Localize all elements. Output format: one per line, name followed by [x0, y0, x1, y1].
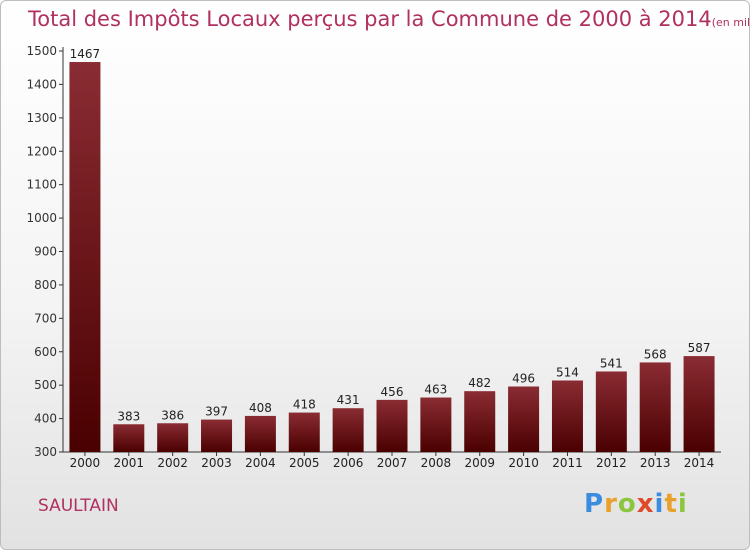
- x-tick-label: 2014: [684, 456, 715, 470]
- data-label: 514: [556, 365, 579, 379]
- x-tick-label: 2010: [508, 456, 539, 470]
- data-label: 456: [381, 385, 404, 399]
- y-tick-label: 300: [34, 445, 57, 459]
- data-label: 408: [249, 401, 272, 415]
- x-tick-label: 2012: [596, 456, 627, 470]
- y-tick-label: 1500: [26, 44, 57, 58]
- data-label: 1467: [70, 47, 101, 61]
- x-tick-label: 2011: [552, 456, 583, 470]
- bar: [683, 356, 715, 452]
- chart-title-text: Total des Impôts Locaux perçus par la Co…: [28, 7, 712, 31]
- data-label: 482: [468, 376, 491, 390]
- y-tick-label: 1000: [26, 211, 57, 225]
- x-tick-label: 2001: [114, 456, 145, 470]
- bar: [244, 415, 276, 452]
- x-tick-label: 2006: [333, 456, 364, 470]
- y-tick-label: 800: [34, 278, 57, 292]
- bar: [69, 62, 101, 453]
- data-label: 568: [644, 347, 667, 361]
- data-label: 496: [512, 372, 535, 386]
- data-label: 397: [205, 405, 228, 419]
- y-tick-label: 1300: [26, 111, 57, 125]
- bar: [464, 391, 496, 452]
- x-tick-label: 2013: [640, 456, 671, 470]
- data-label: 587: [688, 341, 711, 355]
- bar: [639, 362, 671, 452]
- x-tick-label: 2004: [245, 456, 276, 470]
- bar: [595, 371, 627, 452]
- chart-title: Total des Impôts Locaux perçus par la Co…: [28, 7, 750, 31]
- y-tick-label: 400: [34, 412, 57, 426]
- y-tick-label: 600: [34, 345, 57, 359]
- x-tick-label: 2008: [421, 456, 452, 470]
- bar: [551, 380, 583, 452]
- bar: [201, 419, 233, 452]
- x-tick-label: 2003: [201, 456, 232, 470]
- data-label: 431: [337, 393, 360, 407]
- x-tick-label: 2002: [157, 456, 188, 470]
- y-tick-label: 500: [34, 378, 57, 392]
- x-tick-label: 2000: [70, 456, 101, 470]
- bar: [157, 423, 189, 452]
- data-label: 383: [117, 409, 140, 423]
- x-tick-label: 2005: [289, 456, 320, 470]
- data-label: 418: [293, 398, 316, 412]
- commune-name: SAULTAIN: [38, 496, 119, 516]
- bar: [332, 408, 364, 452]
- chart-bars: [69, 62, 715, 453]
- x-tick-label: 2009: [464, 456, 495, 470]
- data-label: 541: [600, 356, 623, 370]
- chart-title-unit: (en milliers d'€): [711, 16, 750, 29]
- data-label: 463: [424, 383, 447, 397]
- chart-axes: 300 400 500 600 700 800 900 1000 1100 1200 1300 140…: [26, 44, 721, 459]
- bar: [288, 412, 320, 452]
- y-tick-label: 1200: [26, 144, 57, 158]
- y-tick-label: 900: [34, 245, 57, 259]
- bar: [376, 399, 408, 452]
- x-tick-label: 2007: [377, 456, 408, 470]
- proxiti-logo: Proxiti: [584, 489, 688, 519]
- bar: [420, 397, 452, 452]
- bar: [113, 424, 145, 452]
- y-tick-label: 700: [34, 311, 57, 325]
- data-label: 386: [161, 408, 184, 422]
- y-tick-label: 1400: [26, 77, 57, 91]
- chart-labels: 1467 2000 383 2001 386 2002 397 2003 408 2004 418 2…: [70, 47, 715, 470]
- bar: [508, 386, 540, 452]
- y-tick-label: 1100: [26, 178, 57, 192]
